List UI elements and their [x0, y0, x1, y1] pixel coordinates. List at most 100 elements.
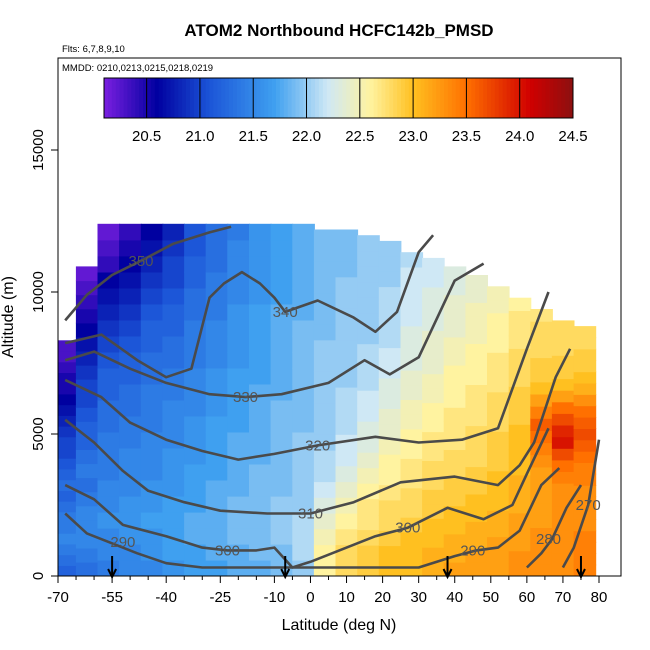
colorbar-segment [533, 78, 539, 118]
heatmap-cell [313, 371, 337, 388]
heatmap-cell [443, 308, 467, 324]
heatmap-cell [465, 452, 488, 468]
contour-label: 270 [576, 497, 601, 514]
heatmap-cell [292, 480, 315, 497]
y-tick-label: 10000 [30, 271, 47, 313]
heatmap-cell [357, 235, 380, 252]
colorbar-segment [143, 78, 148, 118]
heatmap-cell [573, 496, 597, 509]
colorbar-segment [553, 78, 558, 118]
x-tick-label: 80 [591, 589, 608, 606]
heatmap-cell [551, 401, 575, 414]
heatmap-cell [508, 436, 532, 451]
heatmap-cell [97, 271, 121, 289]
colorbar-segment [326, 78, 332, 118]
heatmap-cell [530, 333, 553, 346]
heatmap-cell [184, 463, 207, 481]
heatmap-cell [227, 431, 250, 449]
heatmap-cell [97, 335, 121, 353]
heatmap-cell [378, 378, 402, 394]
heatmap-cell [205, 415, 229, 433]
heatmap-cell [119, 287, 142, 305]
heatmap-cell [270, 480, 294, 497]
colorbar-segment [565, 78, 570, 118]
colorbar-tick-label: 24.0 [505, 128, 534, 145]
colorbar-segment [150, 78, 156, 118]
contour-label: 350 [128, 253, 153, 270]
heatmap-cell [487, 523, 510, 538]
heatmap-cell [97, 399, 121, 417]
heatmap-cell [357, 545, 380, 562]
colorbar-segment [510, 78, 515, 118]
heatmap-cell [443, 322, 467, 338]
colorbar-segment [514, 78, 519, 118]
heatmap-cell [530, 515, 553, 528]
heatmap-cell [508, 411, 532, 425]
heatmap-cell [400, 502, 424, 518]
heatmap-cell [227, 255, 250, 273]
contour-line-330 [64, 262, 485, 399]
heatmap-cell [97, 239, 121, 257]
heatmap-cell [443, 393, 467, 408]
colorbar-segment [268, 78, 273, 118]
heatmap-cell [140, 335, 164, 353]
heatmap-cell [422, 344, 445, 360]
heatmap-cell [313, 355, 337, 372]
heatmap-cell [75, 407, 99, 422]
colorbar-segment [385, 78, 390, 118]
heatmap-cell [97, 544, 121, 561]
heatmap-cell [400, 561, 424, 576]
heatmap-cell [378, 545, 402, 562]
colorbar-segment [365, 78, 371, 118]
heatmap-cell [292, 399, 315, 417]
colorbar-segment [236, 78, 242, 118]
heatmap-cell [184, 287, 207, 305]
contour-label: 320 [305, 437, 330, 454]
heatmap-cell [551, 343, 575, 356]
colorbar-segment [354, 78, 359, 118]
heatmap-cell [249, 528, 272, 545]
heatmap-cell [184, 351, 207, 369]
heatmap-cell [465, 302, 488, 317]
heatmap-cell [487, 312, 510, 327]
heatmap-cell [443, 294, 467, 310]
colorbar-segment [322, 78, 328, 118]
heatmap-cell [357, 374, 380, 391]
heatmap-cell [530, 454, 553, 468]
heatmap-cell [270, 496, 294, 513]
heatmap-cell [335, 229, 359, 246]
heatmap-cell [422, 330, 445, 346]
colorbar-segment [350, 78, 355, 118]
heatmap-cell [357, 266, 380, 283]
heatmap-cell [573, 371, 597, 384]
heatmap-cell [443, 379, 467, 394]
heatmap-cell [357, 405, 380, 422]
heatmap-cell [184, 415, 207, 433]
colorbar-segment [416, 78, 421, 118]
heatmap-cell [357, 359, 380, 376]
heatmap-cell [58, 447, 77, 459]
heatmap-cell [292, 239, 315, 257]
heatmap-cell [249, 223, 272, 241]
heatmap-cell [227, 480, 250, 497]
heatmap-cell [227, 367, 250, 385]
heatmap-cell [292, 271, 315, 289]
heatmap-cell [443, 435, 467, 450]
heatmap-cell [551, 483, 575, 496]
heatmap-cell [508, 487, 532, 501]
heatmap-cell [378, 332, 402, 349]
heatmap-cell [313, 497, 337, 514]
heatmap-cell [75, 519, 99, 535]
colorbar-segment [342, 78, 347, 118]
x-tick-label: -40 [155, 589, 177, 606]
heatmap-cell [119, 560, 142, 576]
heatmap-cell [530, 539, 553, 553]
heatmap-cell [292, 512, 315, 529]
contour-label: 330 [233, 389, 258, 406]
heatmap-cell [487, 444, 510, 459]
colorbar-tick-label: 22.0 [292, 128, 321, 145]
heatmap-cell [313, 528, 337, 546]
heatmap-cell [270, 303, 294, 321]
colorbar-segment [127, 78, 132, 118]
colorbar-segment [541, 78, 547, 118]
